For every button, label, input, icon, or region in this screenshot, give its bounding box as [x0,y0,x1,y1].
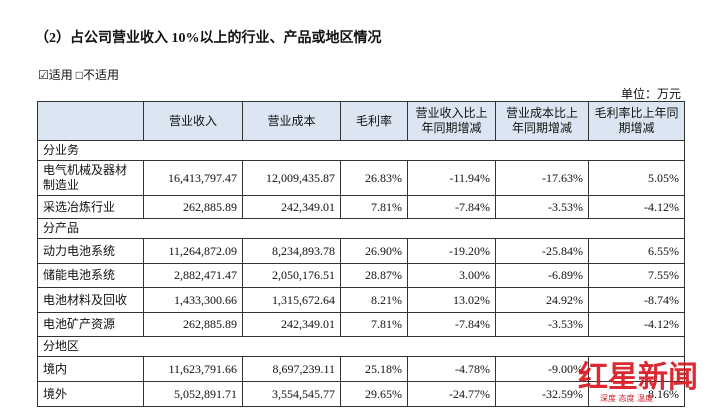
value-cell: 24.92% [495,287,589,313]
table: 营业收入 营业成本 毛利率 营业收入比上年同期增减 营业成本比上年同期增减 毛利率比上年同… [37,101,685,407]
row-label: 境内 [37,356,144,382]
watermark-slogan: 深度 态度 温度 [600,394,654,403]
value-cell: 1,433,300.66 [143,287,243,313]
row-label: 储能电池系统 [37,263,144,288]
value-cell: 2,050,176.51 [242,263,341,288]
row-label: 境外 [37,381,144,407]
value-cell: -25.84% [495,238,589,264]
value-cell: -24.77% [407,381,496,407]
value-cell: 7.81% [340,312,408,337]
watermark-logo: 红星新闻 [578,360,698,395]
value-cell: 13.02% [407,287,496,313]
value-cell: 12,009,435.87 [242,160,341,196]
value-cell: 26.83% [340,160,408,196]
value-cell: -19.20% [407,238,496,264]
value-cell: -4.12% [588,195,685,219]
group-cell: 分业务 [37,140,685,161]
value-cell: -3.53% [495,195,589,219]
value-cell: 5.05% [588,160,685,196]
value-cell: 6.55% [588,238,685,264]
header-cell: 毛利率 [340,101,408,141]
option: ☑适用 [38,68,73,82]
table-row: 分业务 [37,140,685,161]
header-row: 营业收入 营业成本 毛利率 营业收入比上年同期增减 营业成本比上年同期增减 毛利率比上年同… [37,101,685,141]
value-cell [588,356,685,382]
value-cell: 5,052,891.71 [143,381,243,407]
table-row: 电气机械及器材制造业 16,413,797.47 12,009,435.87 26.8… [37,160,685,196]
group-cell: 分产品 [37,218,685,239]
value-cell: 262,885.89 [143,195,243,219]
header-cell: 营业收入比上年同期增减 [407,101,496,141]
value-cell: 2,882,471.47 [143,263,243,288]
value-cell: -4.78% [407,356,496,382]
value-cell: 11,264,872.09 [143,238,243,264]
table-row: 储能电池系统 2,882,471.47 2,050,176.51 28.87% 3.00… [37,263,685,288]
table-row: 动力电池系统 11,264,872.09 8,234,893.78 26.90% -19… [37,238,685,264]
value-cell: 3.00% [407,263,496,288]
value-cell: 242,349.01 [242,312,341,337]
value-cell: 262,885.89 [143,312,243,337]
value-cell: 16,413,797.47 [143,160,243,196]
value-cell: 26.90% [340,238,408,264]
value-cell: -17.63% [495,160,589,196]
value-cell: 28.87% [340,263,408,288]
value-cell: -7.84% [407,195,496,219]
table-row: 境内 11,623,791.66 8,697,239.11 25.18% -4.78% -… [37,356,685,382]
value-cell: -6.89% [495,263,589,288]
header-cell: 毛利率比上年同期增减 [588,101,685,141]
value-cell: -11.94% [407,160,496,196]
header-cell: 营业成本比上年同期增减 [495,101,589,141]
value-cell: 8,697,239.11 [242,356,341,382]
row-label: 电气机械及器材制造业 [37,160,144,196]
value-cell: 7.55% [588,263,685,288]
value-cell: -9.00% [495,356,589,382]
table-row: 电池材料及回收 1,433,300.66 1,315,672.64 8.21% 13.0… [37,287,685,313]
row-label: 电池矿产资源 [37,312,144,337]
option: □不适用 [75,68,120,82]
value-cell: -4.12% [588,312,685,337]
value-cell: 7.81% [340,195,408,219]
header-cell [37,101,144,141]
value-cell: 242,349.01 [242,195,341,219]
value-cell: 25.18% [340,356,408,382]
value-cell: 1,315,672.64 [242,287,341,313]
value-cell: -7.84% [407,312,496,337]
row-label: 采选冶炼行业 [37,195,144,219]
row-label: 电池材料及回收 [37,287,144,313]
table-row: 分产品 [37,218,685,239]
header-cell: 营业成本 [242,101,341,141]
value-cell: 8,234,893.78 [242,238,341,264]
table-row: 境外 5,052,891.71 3,554,545.77 29.65% -24.77% -… [37,381,685,407]
header-cell: 营业收入 [143,101,243,141]
value-cell: -32.59% [495,381,589,407]
value-cell: 11,623,791.66 [143,356,243,382]
unit: 单位：万元 [620,87,681,101]
row-label: 动力电池系统 [37,238,144,264]
value-cell: -8.74% [588,287,685,313]
table-row: 采选冶炼行业 262,885.89 242,349.01 7.81% -7.84% -3.… [37,195,685,219]
applicability: ☑适用 □不适用 [38,66,119,83]
heading: （2）占公司营业收入 10%以上的行业、产品或地区情况 [35,31,382,46]
value-cell: 3,554,545.77 [242,381,341,407]
value-cell: 29.65% [340,381,408,407]
value-cell: 8.21% [340,287,408,313]
value-cell: 8.16% [588,381,685,407]
value-cell: -3.53% [495,312,589,337]
table-row: 电池矿产资源 262,885.89 242,349.01 7.81% -7.84% -3.… [37,312,685,337]
